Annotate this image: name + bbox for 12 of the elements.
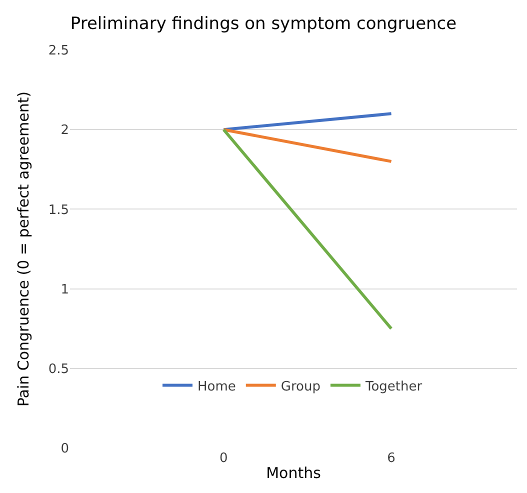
y-tick-label: 1	[60, 282, 69, 298]
legend-label: Group	[280, 379, 320, 394]
y-axis-title: Pain Congruence (0 = perfect agreement)	[14, 91, 33, 407]
legend-label: Together	[364, 379, 423, 394]
y-tick-label: 0.5	[48, 362, 69, 377]
x-tick-label: 6	[387, 451, 396, 466]
x-axis-title: Months	[266, 464, 322, 482]
chart-title: Preliminary findings on symptom congruence	[70, 14, 457, 34]
y-tick-label: 1.5	[48, 202, 69, 218]
legend-label: Home	[198, 379, 236, 394]
y-tick-label: 2.5	[48, 44, 69, 59]
y-tick-label: 2	[60, 123, 69, 138]
